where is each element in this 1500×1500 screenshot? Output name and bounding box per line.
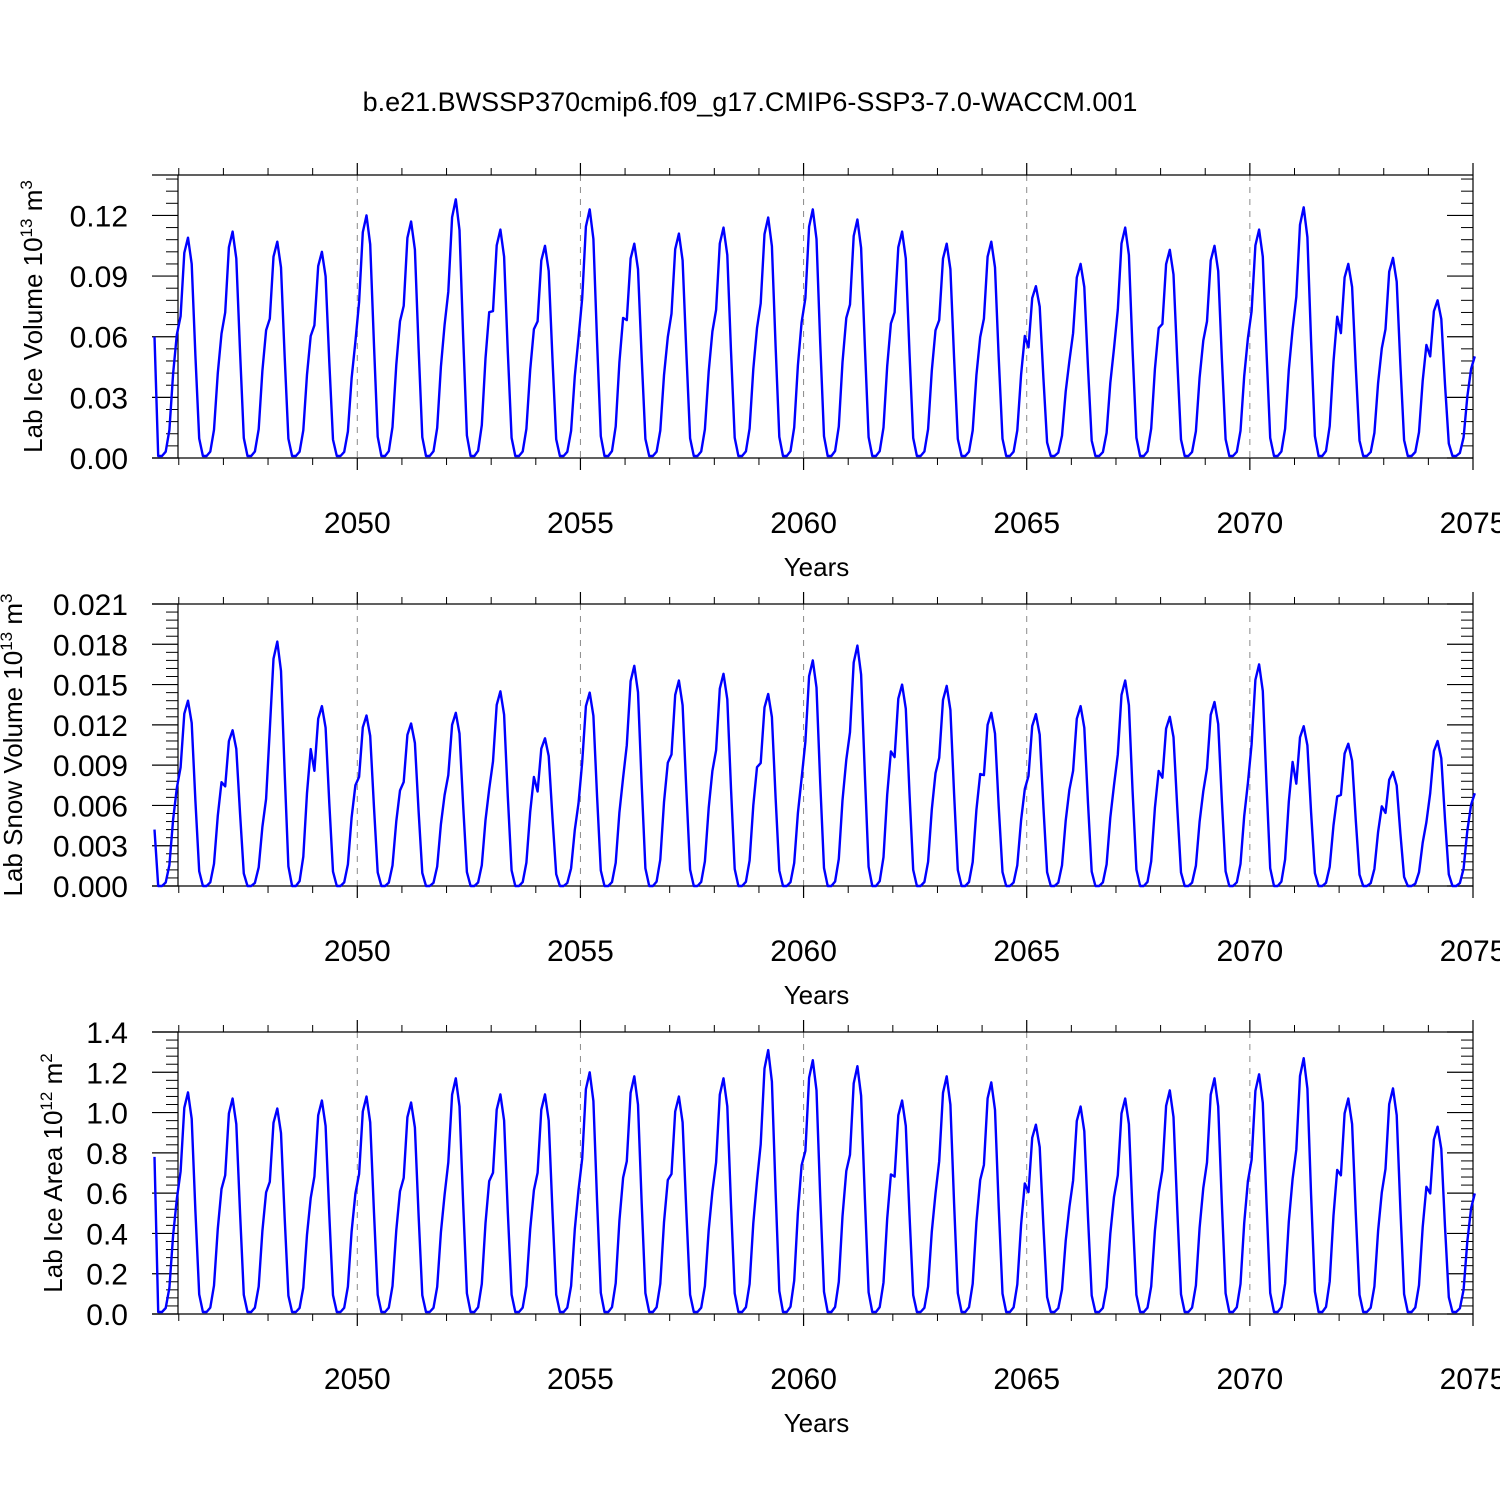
y-tick-label: 1.4	[86, 1017, 128, 1050]
y-tick-label: 0.00	[70, 443, 128, 476]
y-tick-label: 0.8	[86, 1138, 128, 1171]
y-tick-label: 0.018	[53, 629, 128, 662]
panel-snow-volume: 2050 2055 2060 2065 2070 2075 0.000 0.003 0.006 0…	[0, 589, 1500, 1010]
y-tick-label: 0.6	[86, 1178, 128, 1211]
x-tick-label: 2050	[324, 507, 391, 540]
x-tick-label: 2065	[993, 935, 1060, 968]
y-tick-label: 0.2	[86, 1259, 128, 1292]
y-tick-label: 1.2	[86, 1057, 128, 1090]
y-tick-label: 0.003	[53, 831, 128, 864]
chart-title: b.e21.BWSSP370cmip6.f09_g17.CMIP6-SSP3-7…	[363, 87, 1138, 117]
x-tick-label: 2075	[1440, 935, 1500, 968]
x-tick-label: 2075	[1440, 1363, 1500, 1396]
y-tick-label: 0.006	[53, 790, 128, 823]
y-tick-label: 0.021	[53, 589, 128, 622]
x-tick-label: 2070	[1216, 935, 1283, 968]
x-tick-label: 2055	[547, 1363, 614, 1396]
x-tick-label: 2060	[770, 507, 837, 540]
y-tick-label: 0.06	[70, 322, 128, 355]
x-tick-label: 2070	[1216, 1363, 1283, 1396]
y-tick-label: 0.03	[70, 382, 128, 415]
x-tick-label: 2055	[547, 935, 614, 968]
x-tick-label: 2070	[1216, 507, 1283, 540]
x-tick-label: 2050	[324, 1363, 391, 1396]
y-tick-label: 0.09	[70, 261, 128, 294]
panel-ice-area: 2050 2055 2060 2065 2070 2075 0.0 0.2 0.4 0.6 0.8 1…	[37, 1017, 1500, 1438]
y-tick-label: 1.0	[86, 1098, 128, 1131]
y-axis-label: Lab Ice Volume 1013 m3	[17, 180, 48, 453]
x-tick-label: 2060	[770, 1363, 837, 1396]
y-tick-label: 0.0	[86, 1299, 128, 1332]
series-line	[153, 1048, 1476, 1314]
x-tick-label: 2060	[770, 935, 837, 968]
y-tick-label: 0.000	[53, 871, 128, 904]
y-tick-label: 0.015	[53, 670, 128, 703]
x-tick-label: 2050	[324, 935, 391, 968]
y-tick-label: 0.12	[70, 200, 128, 233]
series-line	[153, 640, 1476, 888]
series-line	[153, 198, 1476, 458]
x-tick-label: 2065	[993, 507, 1060, 540]
y-axis-label: Lab Snow Volume 1013 m3	[0, 593, 28, 896]
panel-ice-volume: 2050 2055 2060 2065 2070 2075 0.00 0.03 0.06 0.09…	[17, 163, 1500, 582]
x-axis-label: Years	[784, 552, 850, 582]
x-tick-label: 2055	[547, 507, 614, 540]
x-tick-label: 2075	[1440, 507, 1500, 540]
x-tick-label: 2065	[993, 1363, 1060, 1396]
x-axis-label: Years	[784, 980, 850, 1010]
y-axis-label: Lab Ice Area 1012 m2	[37, 1053, 68, 1292]
y-tick-label: 0.009	[53, 750, 128, 783]
x-axis-label: Years	[784, 1408, 850, 1438]
y-tick-label: 0.4	[86, 1218, 128, 1251]
y-tick-label: 0.012	[53, 710, 128, 743]
